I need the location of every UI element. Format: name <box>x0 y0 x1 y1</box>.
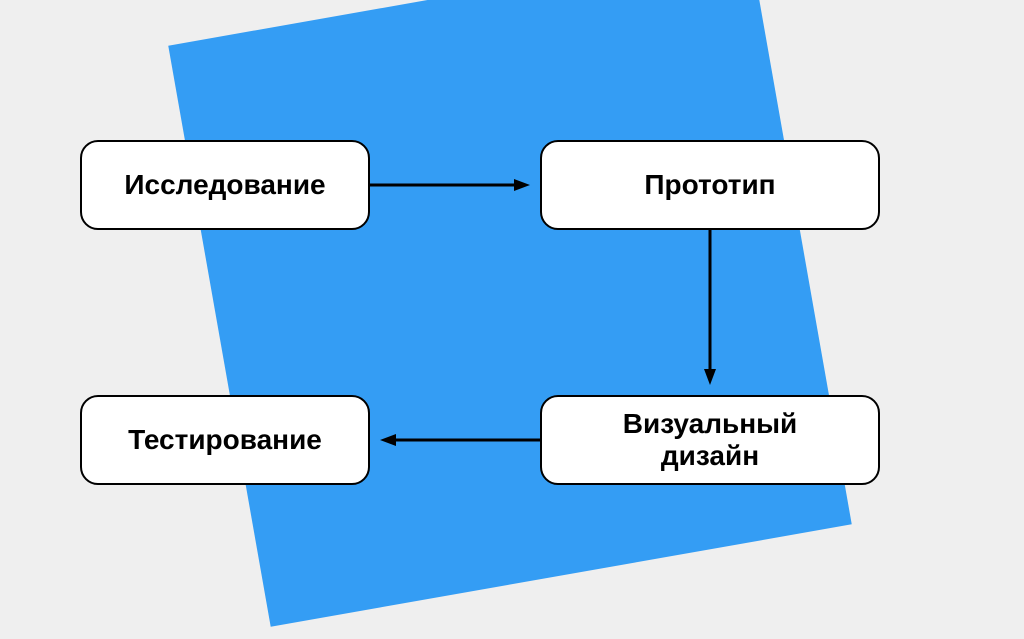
node-label: Исследование <box>124 169 325 201</box>
flowchart-node-visual: Визуальныйдизайн <box>540 395 880 485</box>
node-label: Тестирование <box>128 424 322 456</box>
node-label: Визуальныйдизайн <box>623 408 797 472</box>
flowchart-node-testing: Тестирование <box>80 395 370 485</box>
accent-background-shape <box>168 0 851 627</box>
node-label: Прототип <box>644 169 775 201</box>
flowchart-node-prototype: Прототип <box>540 140 880 230</box>
flowchart-node-research: Исследование <box>80 140 370 230</box>
